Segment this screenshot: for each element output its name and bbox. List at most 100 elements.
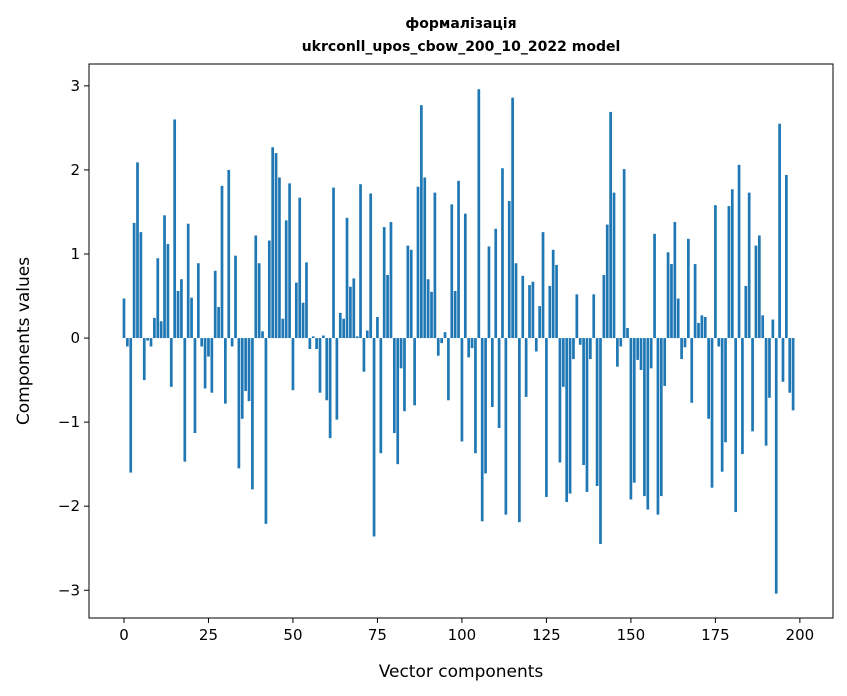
bar-157 [653,233,656,339]
bar-50 [291,338,295,391]
bar-76 [379,338,383,454]
bar-74 [372,338,376,537]
bar-43 [267,240,271,339]
bar-184 [744,285,748,339]
bar-149 [626,327,629,339]
bar-142 [602,275,606,339]
bar-122 [534,338,538,352]
bar-11 [159,321,163,339]
bar-161 [666,252,670,339]
y-tick-label: 2 [70,161,80,179]
bar-77 [382,227,386,339]
bar-93 [436,338,440,356]
bar-30 [224,338,227,404]
bar-198 [791,338,795,411]
x-tick-label: 150 [617,626,646,644]
bar-24 [203,338,207,389]
bar-129 [558,338,562,463]
bar-101 [463,213,467,339]
bar-134 [575,294,579,339]
bar-86 [413,338,416,406]
bar-34 [237,338,241,469]
bar-28 [217,306,220,339]
bar-72 [365,330,369,339]
bar-15 [173,119,177,339]
bar-82 [399,338,403,369]
bar-5 [139,232,143,339]
bar-189 [761,315,765,339]
bar-141 [599,338,602,545]
bar-197 [788,338,792,393]
bar-182 [737,164,741,339]
x-tick-label: 50 [283,626,302,644]
bar-81 [396,338,400,465]
bar-155 [646,338,650,510]
bar-131 [565,338,569,502]
bar-191 [768,338,771,398]
bar-79 [389,222,393,339]
bar-165 [680,338,683,360]
bar-174 [710,338,714,488]
x-axis-label: Vector components [379,662,544,682]
y-tick-label: 3 [70,77,80,95]
bar-55 [308,338,312,349]
bar-108 [487,246,491,339]
bar-181 [734,338,738,513]
bar-20 [190,297,193,339]
bar-65 [342,318,345,339]
bar-90 [426,279,430,339]
bar-0 [122,298,126,339]
bar-187 [754,245,758,339]
bar-100 [460,338,464,442]
bar-53 [301,302,305,339]
x-tick-label: 125 [532,626,561,644]
bar-7 [146,338,149,341]
bar-179 [727,206,731,339]
bar-63 [335,338,339,420]
bar-13 [166,243,170,339]
bar-40 [257,263,261,339]
bar-18 [183,338,187,462]
bar-23 [200,338,204,347]
bar-170 [697,322,700,339]
bar-8 [149,338,153,347]
bar-80 [392,338,396,434]
bar-117 [518,338,521,523]
bar-180 [730,189,734,339]
bar-32 [230,338,234,347]
bar-106 [480,338,484,522]
bar-73 [369,193,373,339]
bar-190 [764,338,768,446]
bar-138 [588,338,592,360]
bar-130 [561,338,565,387]
bar-169 [693,264,697,339]
bar-159 [659,338,663,497]
bar-175 [714,205,717,339]
bar-51 [294,282,298,339]
bar-150 [629,338,633,500]
bar-54 [305,262,308,339]
bar-89 [423,177,427,339]
x-tick-label: 100 [448,626,477,644]
y-axis-label: Components values [14,257,34,425]
bar-146 [616,338,619,367]
bar-173 [707,338,710,419]
bar-110 [494,228,498,339]
bar-92 [433,192,437,339]
bar-29 [220,185,224,339]
bar-113 [504,338,508,515]
bar-22 [196,263,200,339]
plot-frame [88,63,834,619]
bar-112 [501,168,504,339]
bar-39 [254,235,258,339]
bar-57 [315,338,318,349]
bar-3 [132,222,136,339]
bar-95 [443,332,447,339]
bar-70 [359,184,362,339]
x-tick-label: 25 [199,626,218,644]
bar-172 [703,317,707,339]
bar-118 [521,275,525,339]
bar-120 [528,285,531,339]
bar-109 [490,338,494,407]
